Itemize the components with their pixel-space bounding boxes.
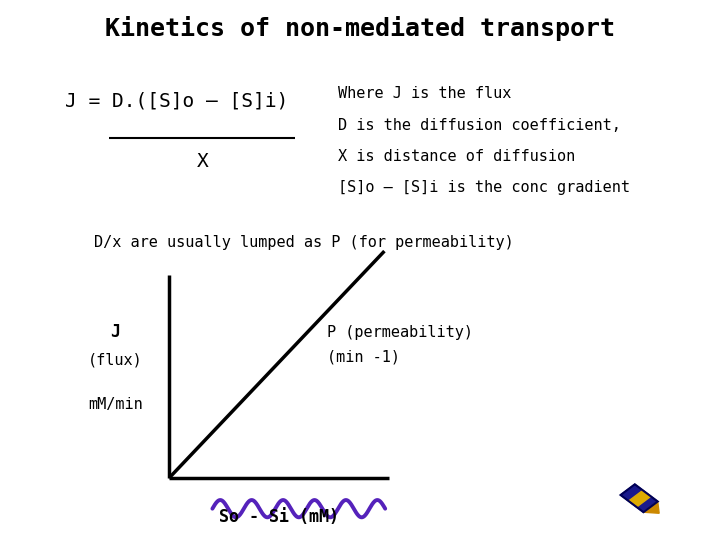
Text: D is the diffusion coefficient,: D is the diffusion coefficient, <box>338 118 621 133</box>
Text: Kinetics of non-mediated transport: Kinetics of non-mediated transport <box>105 16 615 41</box>
Text: J =: J = <box>65 92 112 111</box>
Text: D/x are usually lumped as P (for permeability): D/x are usually lumped as P (for permeab… <box>94 235 513 250</box>
Bar <box>621 484 658 512</box>
Text: X is distance of diffusion: X is distance of diffusion <box>338 149 576 164</box>
Bar <box>629 490 651 507</box>
Text: Where J is the flux: Where J is the flux <box>338 86 512 102</box>
Text: [S]o – [S]i is the conc gradient: [S]o – [S]i is the conc gradient <box>338 180 631 195</box>
Text: D.([S]o – [S]i): D.([S]o – [S]i) <box>112 92 288 111</box>
Bar <box>621 484 658 512</box>
Polygon shape <box>644 502 659 513</box>
Text: P (permeability): P (permeability) <box>328 325 473 340</box>
Text: (min -1): (min -1) <box>328 349 400 364</box>
Text: So - Si (mM): So - Si (mM) <box>219 508 339 525</box>
Text: mM/min: mM/min <box>88 397 143 413</box>
Text: (flux): (flux) <box>88 353 143 368</box>
Text: X: X <box>197 152 208 171</box>
Text: J: J <box>110 323 120 341</box>
